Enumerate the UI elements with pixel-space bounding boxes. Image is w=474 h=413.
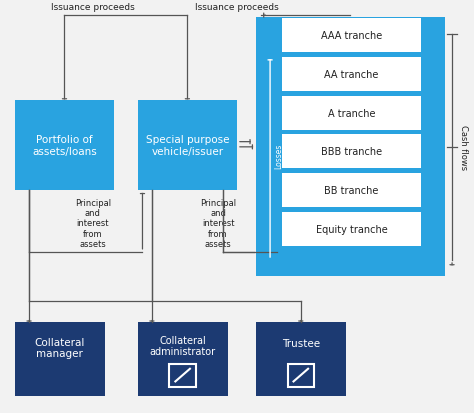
FancyBboxPatch shape [282, 135, 421, 169]
Text: Noteholders/Investors: Noteholders/Investors [293, 28, 408, 38]
Text: A tranche: A tranche [328, 108, 375, 119]
Text: Cash flows: Cash flows [459, 125, 468, 170]
Text: Principal
and
interest
from
assets: Principal and interest from assets [200, 198, 236, 249]
Text: Collateral
manager: Collateral manager [35, 337, 85, 358]
FancyBboxPatch shape [282, 212, 421, 246]
FancyBboxPatch shape [15, 100, 114, 190]
Text: AA tranche: AA tranche [324, 70, 379, 80]
FancyBboxPatch shape [138, 322, 228, 396]
FancyBboxPatch shape [282, 19, 421, 53]
Text: Portfolio of
assets/loans: Portfolio of assets/loans [32, 135, 97, 156]
FancyBboxPatch shape [256, 322, 346, 396]
Text: BBB tranche: BBB tranche [321, 147, 382, 157]
FancyBboxPatch shape [282, 174, 421, 207]
Text: Collateral
administrator: Collateral administrator [150, 335, 216, 356]
Text: Special purpose
vehicle/issuer: Special purpose vehicle/issuer [146, 135, 229, 156]
FancyBboxPatch shape [282, 58, 421, 92]
Text: Losses: Losses [274, 143, 283, 169]
Text: Issuance proceeds: Issuance proceeds [51, 3, 135, 12]
Text: Equity tranche: Equity tranche [316, 224, 387, 234]
Text: Issuance proceeds: Issuance proceeds [195, 3, 279, 12]
FancyBboxPatch shape [282, 97, 421, 130]
FancyBboxPatch shape [256, 18, 445, 277]
Text: Principal
and
interest
from
assets: Principal and interest from assets [75, 198, 111, 249]
Text: Trustee: Trustee [282, 338, 320, 348]
FancyBboxPatch shape [138, 100, 237, 190]
Text: AAA tranche: AAA tranche [321, 31, 382, 41]
Text: BB tranche: BB tranche [324, 185, 379, 196]
FancyBboxPatch shape [15, 322, 105, 396]
